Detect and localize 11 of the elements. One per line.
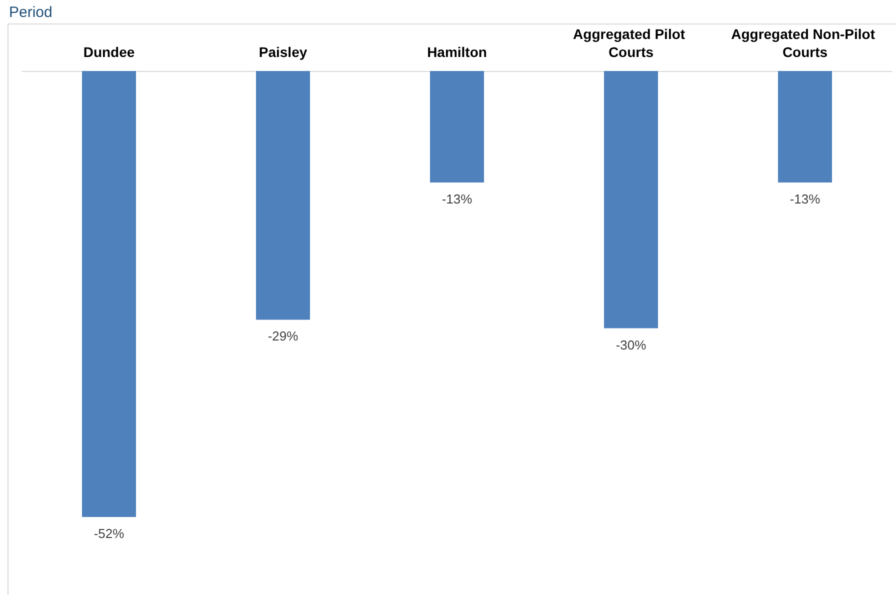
x-tick-label: Aggregated Non-Pilot Courts bbox=[731, 26, 879, 60]
x-tick-label: Aggregated Pilot Courts bbox=[573, 26, 689, 60]
data-label: -30% bbox=[616, 337, 647, 352]
data-label: -52% bbox=[94, 526, 125, 541]
data-label: -13% bbox=[790, 192, 821, 206]
x-tick-label: Paisley bbox=[258, 44, 308, 60]
x-tick-label: Hamilton bbox=[427, 44, 487, 60]
data-label: -13% bbox=[442, 192, 473, 206]
data-label: -29% bbox=[268, 328, 299, 344]
chart-title: Period bbox=[9, 4, 52, 21]
x-tick-label: Dundee bbox=[83, 44, 135, 60]
